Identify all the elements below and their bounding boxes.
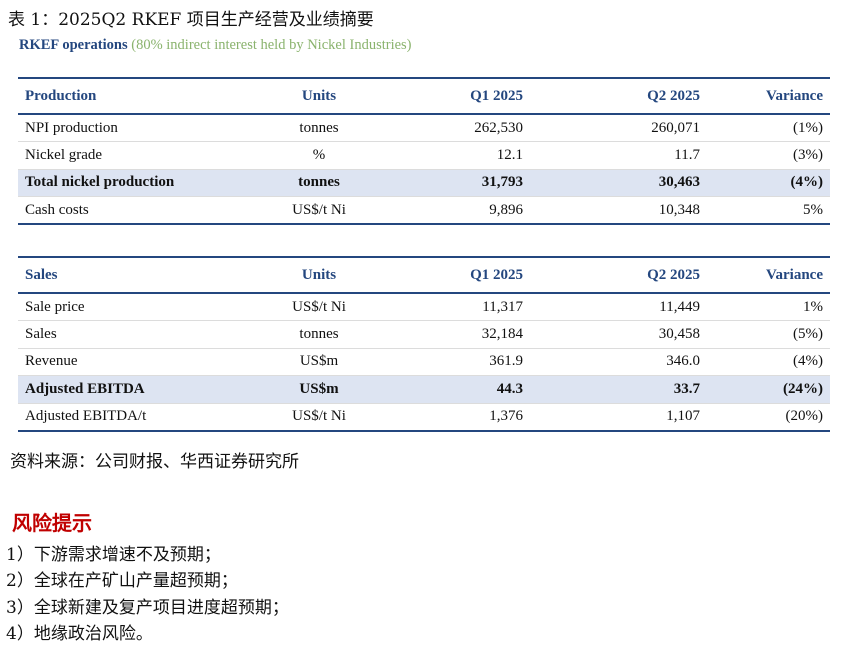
table-cell: 1% — [707, 293, 830, 321]
table-cell: 1,107 — [530, 403, 707, 432]
table-row: Nickel grade % 12.1 11.7 (3%) — [18, 141, 830, 170]
table-cell: Adjusted EBITDA/t — [18, 403, 242, 432]
table-cell: 9,896 — [396, 196, 530, 225]
header-cell: Q1 2025 — [396, 77, 530, 115]
header-cell: Variance — [707, 77, 830, 115]
header-cell: Q1 2025 — [396, 256, 530, 294]
header-cell: Production — [18, 77, 242, 115]
table-cell: % — [242, 141, 396, 170]
table-cell: 1,376 — [396, 403, 530, 432]
table-cell: tonnes — [242, 114, 396, 142]
header-cell: Units — [242, 77, 396, 115]
risk-item: 4）地缘政治风险。 — [6, 624, 153, 644]
table-cell: 5% — [707, 196, 830, 225]
risk-item: 2）全球在产矿山产量超预期； — [6, 571, 238, 591]
table-cell: Adjusted EBITDA — [18, 375, 242, 404]
production-table: Production Units Q1 2025 Q2 2025 Varianc… — [18, 77, 830, 225]
header-cell: Variance — [707, 256, 830, 294]
risk-item: 1）下游需求增速不及预期； — [6, 545, 221, 565]
table-cell: 11,449 — [530, 293, 707, 321]
table-row: Revenue US$m 361.9 346.0 (4%) — [18, 348, 830, 376]
header-cell: Q2 2025 — [530, 77, 707, 115]
table-cell: 260,071 — [530, 114, 707, 142]
table-cell: (5%) — [707, 320, 830, 349]
table-cell: 262,530 — [396, 114, 530, 142]
table-row: Sale price US$/t Ni 11,317 11,449 1% — [18, 293, 830, 321]
table-subtitle: RKEF operations (80% indirect interest h… — [19, 37, 412, 54]
table-cell: (3%) — [707, 141, 830, 170]
table-cell: 346.0 — [530, 348, 707, 376]
table-cell: (4%) — [707, 348, 830, 376]
table-row: Cash costs US$/t Ni 9,896 10,348 5% — [18, 196, 830, 225]
table-cell: US$/t Ni — [242, 403, 396, 432]
table-cell: 31,793 — [396, 169, 530, 197]
source-note: 资料来源：公司财报、华西证券研究所 — [10, 452, 299, 472]
table-cell: Cash costs — [18, 196, 242, 225]
table-cell: (1%) — [707, 114, 830, 142]
table-row: Sales tonnes 32,184 30,458 (5%) — [18, 320, 830, 349]
table-cell: US$m — [242, 375, 396, 404]
table-cell: tonnes — [242, 169, 396, 197]
table-cell: Sale price — [18, 293, 242, 321]
subtitle-title: RKEF operations — [19, 37, 128, 53]
table-cell: US$/t Ni — [242, 293, 396, 321]
table-cell: 44.3 — [396, 375, 530, 404]
table-cell: Total nickel production — [18, 169, 242, 197]
table-row: Adjusted EBITDA/t US$/t Ni 1,376 1,107 (… — [18, 403, 830, 432]
header-cell: Units — [242, 256, 396, 294]
risk-heading: 风险提示 — [12, 511, 92, 535]
table-caption: 表 1：2025Q2 RKEF 项目生产经营及业绩摘要 — [8, 10, 374, 30]
table-cell: tonnes — [242, 320, 396, 349]
table-cell: US$m — [242, 348, 396, 376]
table-header-row: Sales Units Q1 2025 Q2 2025 Variance — [18, 256, 830, 294]
table-cell: Revenue — [18, 348, 242, 376]
table-row-highlighted: Total nickel production tonnes 31,793 30… — [18, 169, 830, 197]
table-row-highlighted: Adjusted EBITDA US$m 44.3 33.7 (24%) — [18, 375, 830, 404]
table-cell: 11,317 — [396, 293, 530, 321]
table-header-row: Production Units Q1 2025 Q2 2025 Varianc… — [18, 77, 830, 115]
table-row: NPI production tonnes 262,530 260,071 (1… — [18, 114, 830, 142]
table-cell: 361.9 — [396, 348, 530, 376]
table-cell: 11.7 — [530, 141, 707, 170]
table-cell: US$/t Ni — [242, 196, 396, 225]
subtitle-note: (80% indirect interest held by Nickel In… — [127, 37, 412, 53]
table-cell: 12.1 — [396, 141, 530, 170]
table-cell: (20%) — [707, 403, 830, 432]
table-cell: (4%) — [707, 169, 830, 197]
table-cell: 33.7 — [530, 375, 707, 404]
table-cell: 10,348 — [530, 196, 707, 225]
table-cell: Sales — [18, 320, 242, 349]
table-cell: Nickel grade — [18, 141, 242, 170]
risk-item: 3）全球新建及复产项目进度超预期； — [6, 598, 289, 618]
sales-table: Sales Units Q1 2025 Q2 2025 Variance Sal… — [18, 256, 830, 432]
table-cell: NPI production — [18, 114, 242, 142]
table-cell: (24%) — [707, 375, 830, 404]
header-cell: Q2 2025 — [530, 256, 707, 294]
table-cell: 32,184 — [396, 320, 530, 349]
table-cell: 30,463 — [530, 169, 707, 197]
header-cell: Sales — [18, 256, 242, 294]
table-cell: 30,458 — [530, 320, 707, 349]
